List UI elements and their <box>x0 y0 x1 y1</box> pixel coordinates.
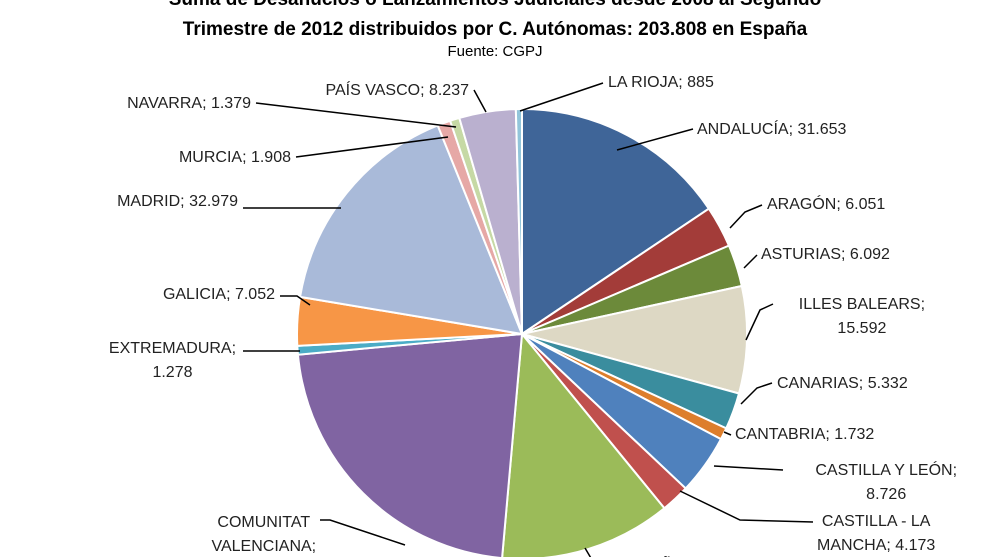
leader-line <box>616 128 694 151</box>
leader-line <box>295 136 449 158</box>
slice-label-arag-n: ARAGÓN; 6.051 <box>767 194 885 213</box>
pie-slice-comunitat-valenciana <box>296 332 524 557</box>
leader-line <box>729 204 763 229</box>
pie-slice-madrid <box>298 124 524 336</box>
leader-line <box>713 465 784 471</box>
slice-label-cantabria: CANTABRIA; 1.732 <box>735 426 874 443</box>
slice-label-castilla-la-mancha: CASTILLA - LA MANCHA; 4.173 <box>817 513 935 554</box>
leader-line <box>743 254 758 269</box>
chart-title-line-2: Trimestre de 2012 distribuidos por C. Au… <box>182 19 808 40</box>
leader-line <box>320 519 406 546</box>
leader-line <box>723 431 732 436</box>
slice-label-galicia: GALICIA; 7.052 <box>163 286 275 303</box>
pie-slice-andaluc-a <box>521 107 711 336</box>
slice-label-navarra: NAVARRA; 1.379 <box>127 95 251 112</box>
slice-label-illes-balears: ILLES BALEARS; 15.592 <box>799 296 925 337</box>
slice-label-asturias: ASTURIAS; 6.092 <box>761 246 890 263</box>
slice-label-extremadura: EXTREMADURA; 1.278 <box>109 340 236 381</box>
slice-label-pa-s-vasco: PAÍS VASCO; 8.237 <box>326 80 470 99</box>
pie-slice-la-rioja <box>514 107 523 335</box>
slice-label-la-rioja: LA RIOJA; 885 <box>608 74 714 91</box>
leader-line <box>473 89 487 113</box>
slice-label-madrid: MADRID; 32.979 <box>117 193 238 210</box>
leader-line <box>679 490 814 523</box>
leader-line <box>740 382 773 405</box>
pie-slice-catalu-a <box>501 331 666 557</box>
leader-line <box>519 82 604 112</box>
slice-label-canarias: CANARIAS; 5.332 <box>777 375 908 392</box>
leader-line <box>255 102 457 128</box>
chart-subtitle: Fuente: CGPJ <box>447 43 543 60</box>
slice-label-andaluc-a: ANDALUCÍA; 31.653 <box>697 119 847 138</box>
slice-label-murcia: MURCIA; 1.908 <box>179 149 291 166</box>
leader-line <box>280 295 311 306</box>
slice-label-castilla-y-le-n: CASTILLA Y LEÓN; 8.726 <box>815 460 957 503</box>
chart-title-line-1: Suma de Desahucios o Lanzamientos Judici… <box>0 0 990 11</box>
leader-line <box>745 303 774 341</box>
